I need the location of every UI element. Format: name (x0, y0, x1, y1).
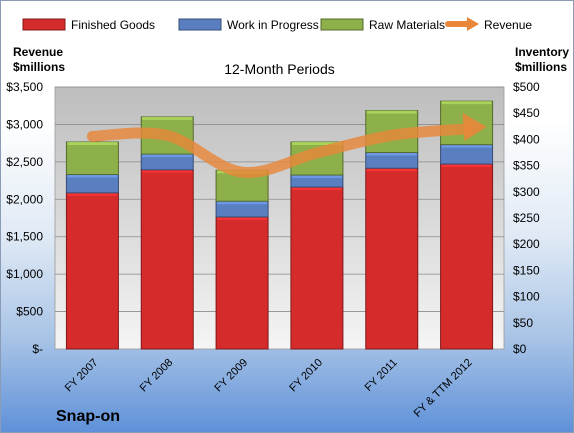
left-tick-label: $1,000 (6, 267, 43, 281)
legend-swatch (178, 18, 222, 31)
legend-label: Revenue (484, 18, 532, 32)
right-tick-label: $500 (513, 80, 540, 94)
bar-highlight (142, 116, 193, 120)
right-tick-label: $100 (513, 290, 540, 304)
category-label: FY 2007 (63, 357, 101, 395)
bar-segment (65, 192, 119, 350)
bar-highlight (67, 192, 118, 196)
category-label: FY 2008 (138, 357, 176, 395)
bar-highlight (142, 169, 193, 173)
bar-segment (440, 163, 494, 350)
left-tick-label: $1,500 (6, 230, 43, 244)
category-label: FY & TTM 2012 (412, 357, 475, 420)
right-tick-label: $400 (513, 132, 540, 146)
category-label: FY 2009 (212, 357, 250, 395)
left-axis-title: Revenue (13, 45, 63, 59)
legend-swatch (22, 18, 66, 31)
right-tick-label: $200 (513, 237, 540, 251)
bar-highlight (217, 216, 268, 220)
right-tick-label: $450 (513, 106, 540, 120)
category-label: FY 2010 (287, 357, 325, 395)
bar-highlight (441, 164, 492, 168)
right-tick-label: $150 (513, 263, 540, 277)
legend-swatch (320, 18, 364, 31)
revenue-line (86, 123, 473, 178)
legend-label: Finished Goods (71, 18, 155, 32)
right-axis-title: $millions (515, 60, 567, 74)
bar-highlight (441, 144, 492, 148)
right-tick-label: $350 (513, 159, 540, 173)
chart-title: 12-Month Periods (224, 61, 335, 77)
bar-segment (65, 141, 119, 176)
legend-label: Raw Materials (369, 18, 445, 32)
left-tick-label: $500 (16, 305, 43, 319)
left-tick-label: $3,500 (6, 80, 43, 94)
right-tick-label: $0 (513, 342, 527, 356)
bar-highlight (291, 142, 342, 146)
left-tick-label: $2,000 (6, 192, 43, 206)
bar-highlight (67, 142, 118, 146)
bar-highlight (291, 175, 342, 179)
left-tick-label: $2,500 (6, 155, 43, 169)
revenue-arrowhead (462, 112, 487, 141)
bar-highlight (67, 174, 118, 178)
bar-highlight (217, 201, 268, 205)
right-tick-label: $300 (513, 185, 540, 199)
left-axis-title: $millions (13, 60, 65, 74)
legend-label: Work in Progress (227, 18, 319, 32)
right-tick-label: $50 (513, 316, 533, 330)
bar-highlight (441, 101, 492, 105)
bar-highlight (366, 152, 417, 156)
company-name: Snap-on (56, 408, 120, 425)
category-label: FY 2011 (363, 357, 400, 394)
legend-arrow (467, 17, 479, 31)
bar-segment (215, 216, 269, 350)
bar-highlight (142, 154, 193, 158)
bar-segment (140, 169, 194, 350)
bar-segment (365, 167, 419, 350)
right-tick-label: $250 (513, 211, 540, 225)
right-axis-title: Inventory (515, 45, 569, 59)
left-tick-label: $3,000 (6, 117, 43, 131)
bar-highlight (366, 110, 417, 114)
bar-segment (290, 186, 344, 350)
left-tick-label: $- (32, 342, 43, 356)
bar-highlight (366, 168, 417, 172)
bar-highlight (291, 187, 342, 191)
